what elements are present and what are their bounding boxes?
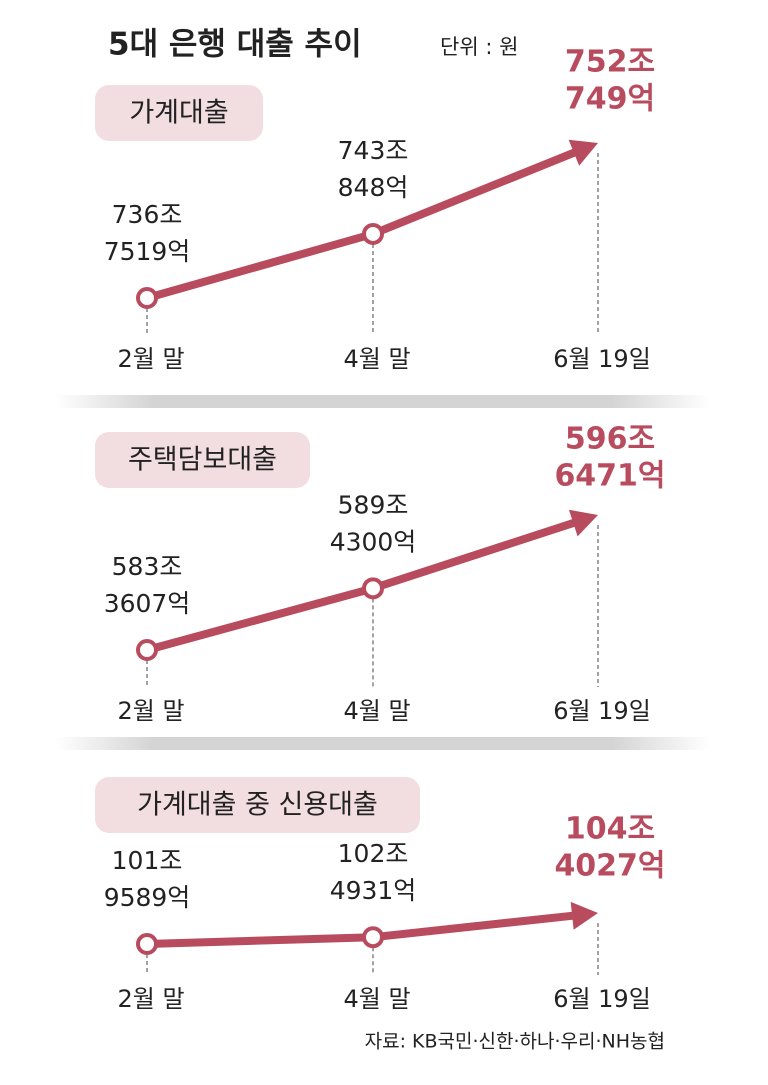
data-point <box>362 926 384 949</box>
x-category-label: 2월 말 <box>117 345 184 373</box>
value-label: 749억 <box>565 82 655 117</box>
data-point <box>136 933 158 955</box>
data-point <box>136 639 158 661</box>
x-category-label: 2월 말 <box>117 985 184 1013</box>
main-title: 5대 은행 대출 추이 <box>108 27 362 63</box>
x-category-label: 4월 말 <box>343 345 410 373</box>
value-label: 752조 <box>565 45 655 80</box>
x-category-label: 4월 말 <box>343 697 410 725</box>
value-label: 589조 <box>338 490 409 519</box>
panel-title: 가계대출 중 신용대출 <box>137 790 378 821</box>
value-label: 104조 <box>565 812 655 847</box>
value-label: 596조 <box>565 422 655 457</box>
value-label: 743조 <box>338 136 409 165</box>
separator <box>55 737 710 750</box>
value-label: 583조 <box>112 552 183 581</box>
value-label: 4027억 <box>554 849 665 884</box>
value-label: 101조 <box>112 846 183 875</box>
value-label: 4931억 <box>330 876 417 905</box>
x-category-label: 6월 19일 <box>553 345 651 373</box>
value-label: 736조 <box>112 200 183 229</box>
source-note: 자료: KB국민·신한·하나·우리·NH농협 <box>365 1031 665 1053</box>
separator <box>55 395 710 408</box>
arrow-head <box>568 139 598 166</box>
panel-title-pill <box>95 777 420 833</box>
x-category-label: 4월 말 <box>343 985 410 1013</box>
value-label: 848억 <box>338 173 409 202</box>
panel-title: 주택담보대출 <box>128 445 277 476</box>
value-label: 3607억 <box>104 589 191 618</box>
value-label: 7519억 <box>104 237 191 266</box>
data-point <box>362 577 384 600</box>
unit-note: 단위 : 원 <box>440 35 518 59</box>
value-label: 4300억 <box>330 527 417 556</box>
value-label: 102조 <box>338 839 409 868</box>
panel-title: 가계대출 <box>129 98 228 129</box>
value-label: 6471억 <box>554 459 665 494</box>
data-point <box>362 222 384 245</box>
x-category-label: 2월 말 <box>117 697 184 725</box>
data-point <box>136 287 158 309</box>
x-category-label: 6월 19일 <box>553 697 651 725</box>
panel-title-pill <box>95 85 263 141</box>
arrow-head <box>568 509 598 537</box>
arrow-head <box>570 901 598 930</box>
x-category-label: 6월 19일 <box>553 985 651 1013</box>
value-label: 9589억 <box>104 883 191 912</box>
panel-title-pill <box>95 432 310 488</box>
